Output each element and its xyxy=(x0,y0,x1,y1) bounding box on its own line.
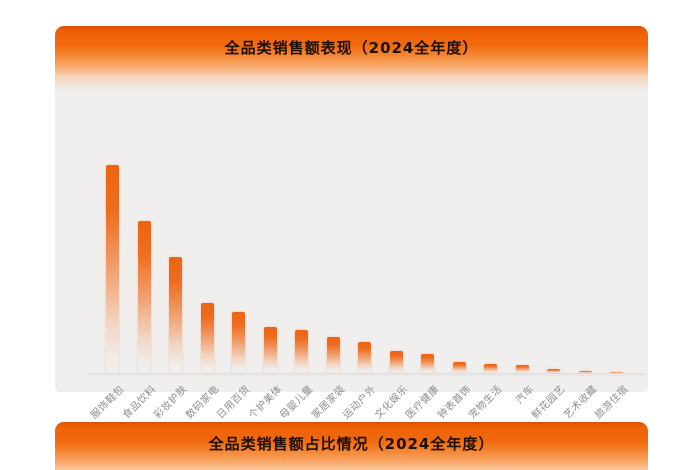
category-label: 旅游住宿 xyxy=(593,383,631,422)
category-label: 食品饮料 xyxy=(120,383,159,422)
category-label: 鲜花园艺 xyxy=(530,383,568,422)
category-label: 个护美体 xyxy=(246,383,285,422)
chart-bar xyxy=(169,256,182,373)
bar-series xyxy=(106,90,623,373)
category-label: 彩妆护肤 xyxy=(152,383,190,422)
bottom-section-title: 全品类销售额占比情况（2024全年度） xyxy=(208,435,495,453)
category-label: 汽车 xyxy=(513,383,537,407)
chart-bar xyxy=(578,370,592,373)
chart-bar xyxy=(610,371,623,373)
category-label: 运动户外 xyxy=(341,383,379,422)
category-label: 钟表首饰 xyxy=(435,383,474,422)
sales-performance-card: 全品类销售额表现（2024全年度） 服饰鞋包 食品饮料 彩妆护肤 数码家电 日用百货 个护… xyxy=(55,26,648,421)
chart-title: 全品类销售额表现（2024全年度） xyxy=(224,39,479,57)
chart-bar xyxy=(106,165,119,373)
chart-bar xyxy=(200,303,214,373)
category-label: 文化娱乐 xyxy=(372,383,411,422)
bar-chart: 服饰鞋包 食品饮料 彩妆护肤 数码家电 日用百货 个护美体 母婴儿童 家居家装 运动户外 文化娱乐… xyxy=(55,90,648,421)
chart-bar xyxy=(295,330,308,373)
category-label: 宠物生活 xyxy=(467,383,505,422)
chart-bar xyxy=(484,364,497,373)
x-axis-line xyxy=(88,373,644,374)
bottom-title-banner: 全品类销售额占比情况（2024全年度） xyxy=(55,422,648,470)
chart-bar xyxy=(547,369,560,373)
chart-bar xyxy=(389,351,403,373)
top-title-banner: 全品类销售额表现（2024全年度） xyxy=(55,26,648,90)
category-label: 医疗健康 xyxy=(404,383,442,422)
chart-bar xyxy=(515,365,529,373)
category-label: 服饰鞋包 xyxy=(89,383,127,422)
category-label: 日用百货 xyxy=(215,383,253,422)
chart-bar xyxy=(137,221,151,373)
category-label: 艺术收藏 xyxy=(561,383,600,422)
chart-bar xyxy=(326,336,340,373)
chart-bar xyxy=(358,341,371,373)
category-label: 家居家装 xyxy=(309,383,348,422)
chart-bar xyxy=(263,327,277,373)
chart-bar xyxy=(452,361,466,373)
chart-bar xyxy=(232,311,245,373)
chart-bar xyxy=(421,354,434,373)
category-label: 数码家电 xyxy=(183,383,222,422)
category-label: 母婴儿童 xyxy=(278,383,316,422)
